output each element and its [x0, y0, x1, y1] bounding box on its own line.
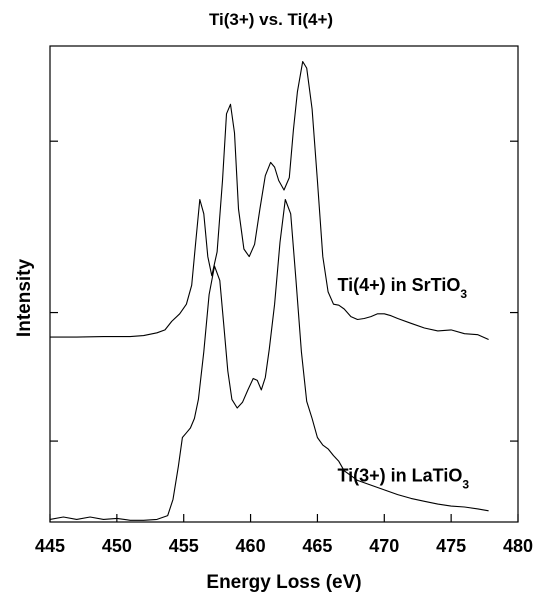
- x-tick-label: 450: [102, 536, 132, 556]
- annotation-ti4-subscript: 3: [460, 287, 467, 301]
- x-tick-label: 475: [436, 536, 466, 556]
- chart-title: Ti(3+) vs. Ti(4+): [209, 10, 333, 29]
- x-tick-label: 470: [369, 536, 399, 556]
- spectrum-line-ti4: [50, 60, 489, 341]
- x-axis: 445 450 455 460 465 470 475 480: [35, 514, 533, 556]
- annotation-ti4-main: Ti(4+) in SrTiO: [337, 275, 460, 295]
- y-axis: [50, 140, 518, 442]
- spectra: [49, 60, 489, 521]
- x-tick-label: 455: [169, 536, 199, 556]
- annotation-ti3-subscript: 3: [462, 478, 469, 492]
- annotation-ti4: Ti(4+) in SrTiO3: [337, 275, 467, 301]
- y-axis-label: Intensity: [14, 259, 35, 338]
- x-tick-label: 460: [236, 536, 266, 556]
- x-tick-label: 465: [302, 536, 332, 556]
- x-tick-label: 480: [503, 536, 533, 556]
- plot-frame: [49, 45, 519, 523]
- x-axis-label: Energy Loss (eV): [206, 572, 361, 593]
- annotation-ti3: Ti(3+) in LaTiO3: [337, 466, 469, 492]
- x-tick-label: 445: [35, 536, 65, 556]
- spectrum-line-ti3: [49, 198, 489, 521]
- annotation-ti3-main: Ti(3+) in LaTiO: [337, 466, 462, 486]
